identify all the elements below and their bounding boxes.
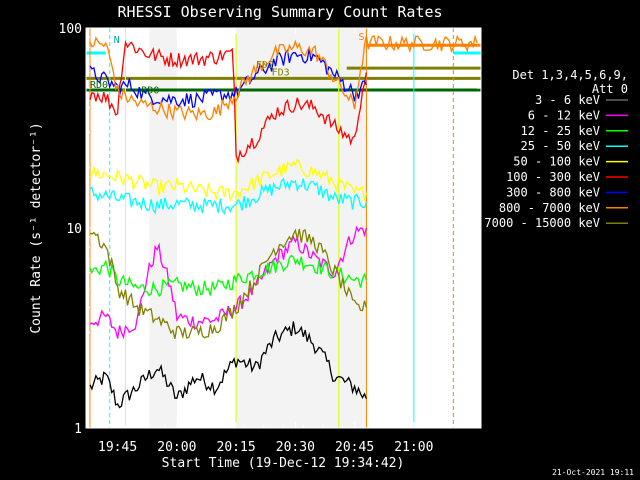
annotation-fd2-5: FD2 <box>256 60 274 71</box>
annotation-rd0-3: RD0 <box>90 80 108 91</box>
chart-title: RHESSI Observing Summary Count Rates <box>117 3 442 21</box>
x-tick-label-20-45: 20:45 <box>335 440 374 455</box>
series-line-800-7000-kev <box>89 34 478 122</box>
series-line-50-100-kev <box>89 158 368 202</box>
series-line-7000-15000-kev <box>89 228 368 340</box>
series-line-6-12-kev <box>89 225 368 340</box>
legend-header-attenuator: Att 0 <box>592 82 628 96</box>
observation-bar-1 <box>86 28 150 428</box>
x-tick-label-20-30: 20:30 <box>276 440 315 455</box>
series-line-3-6-kev <box>89 321 368 409</box>
legend-label-300-800-kev: 300 - 800 keV <box>506 185 600 199</box>
background-bars <box>86 28 481 428</box>
legend-header-detectors: Det 1,3,4,5,6,9, <box>512 68 628 82</box>
legend-label-100-300-kev: 100 - 300 keV <box>506 170 600 184</box>
y-axis-label: Count Rate (s⁻¹ detector⁻¹) <box>29 122 44 333</box>
legend-label-7000-15000-kev: 7000 - 15000 keV <box>484 216 600 230</box>
annotation-fd3-6: FD3 <box>272 67 290 78</box>
legend-label-25-50-kev: 25 - 50 keV <box>521 139 600 153</box>
series-800-7000-kev <box>89 34 478 122</box>
series-line-300-800-kev <box>89 48 367 109</box>
series-100-300-kev <box>89 39 368 164</box>
series-50-100-kev <box>89 158 368 202</box>
legend-label-12-25-kev: 12 - 25 keV <box>521 124 600 138</box>
x-tick-label-20-00: 20:00 <box>157 440 196 455</box>
annotation-n-1: N <box>114 35 120 46</box>
x-axis-label: Start Time (19-Dec-12 19:34:42) <box>162 456 405 471</box>
series-line-100-300-kev <box>89 39 368 164</box>
annotation-s-2: S <box>359 32 365 43</box>
x-tick-label-20-15: 20:15 <box>217 440 256 455</box>
observation-bar-2 <box>176 28 237 428</box>
legend-label-3-6-kev: 3 - 6 keV <box>535 93 600 107</box>
x-tick-label-19-45: 19:45 <box>98 440 137 455</box>
series-line-25-50-kev <box>89 177 368 215</box>
legend-label-800-7000-kev: 800 - 7000 keV <box>499 201 600 215</box>
y-tick-label-10: 10 <box>66 222 82 237</box>
series-group <box>89 34 478 409</box>
annotation-rd0-4: RD0 <box>141 86 159 97</box>
observation-bar-3 <box>366 28 481 428</box>
legend-label-6-12-kev: 6 - 12 keV <box>528 108 600 122</box>
series-line-12-25-kev <box>89 254 368 298</box>
series-6-12-kev <box>89 225 368 340</box>
x-tick-label-21-00: 21:00 <box>394 440 433 455</box>
series-12-25-kev <box>89 254 368 298</box>
series-300-800-kev <box>89 48 367 109</box>
footer-timestamp: 21-Oct-2021 19:11 <box>552 468 634 477</box>
axis-ticks: 19:45 20:00 20:15 20:30 20:45 21:00 1 10 100 <box>59 22 482 455</box>
legend-label-50-100-kev: 50 - 100 keV <box>513 155 600 169</box>
series-3-6-kev <box>89 321 368 409</box>
series-25-50-kev <box>89 177 368 215</box>
y-tick-label-100: 100 <box>59 22 82 37</box>
y-tick-label-1: 1 <box>74 422 82 437</box>
series-7000-15000-kev <box>89 228 368 340</box>
